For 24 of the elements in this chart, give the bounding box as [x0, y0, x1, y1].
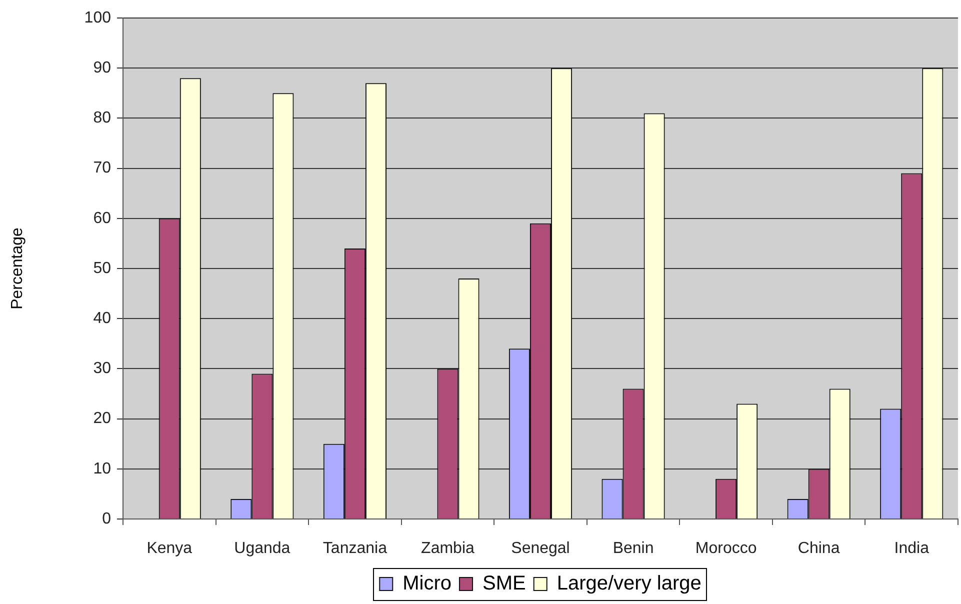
y-tick-label: 10 [93, 460, 112, 478]
y-tick-label: 40 [93, 310, 112, 328]
x-tick-label: Benin [612, 540, 654, 558]
y-tick-label: 20 [93, 410, 112, 428]
y-tick-label: 30 [93, 360, 112, 378]
x-tick-label: Zambia [421, 540, 474, 558]
legend-label: Large/very large [556, 572, 702, 595]
legend-label: SME [482, 572, 526, 595]
x-tick-label: Morocco [695, 540, 757, 558]
y-tick-label: 50 [93, 260, 112, 277]
x-tick-label: China [798, 540, 840, 558]
x-tick-label: India [894, 540, 930, 558]
y-tick-label: 0 [102, 510, 112, 528]
x-tick-label: Senegal [511, 540, 570, 558]
y-axis-title: Percentage [9, 227, 26, 310]
y-tick-label: 80 [93, 110, 112, 127]
x-tick-label: Kenya [146, 540, 192, 558]
legend-label: Micro [402, 572, 452, 595]
y-tick-label: 90 [93, 60, 112, 77]
y-tick-label: 100 [84, 9, 112, 26]
y-tick-label: 70 [93, 160, 112, 177]
x-tick-label: Tanzania [322, 540, 388, 558]
y-tick-label: 60 [93, 210, 112, 227]
x-tick-label: Uganda [234, 540, 290, 558]
